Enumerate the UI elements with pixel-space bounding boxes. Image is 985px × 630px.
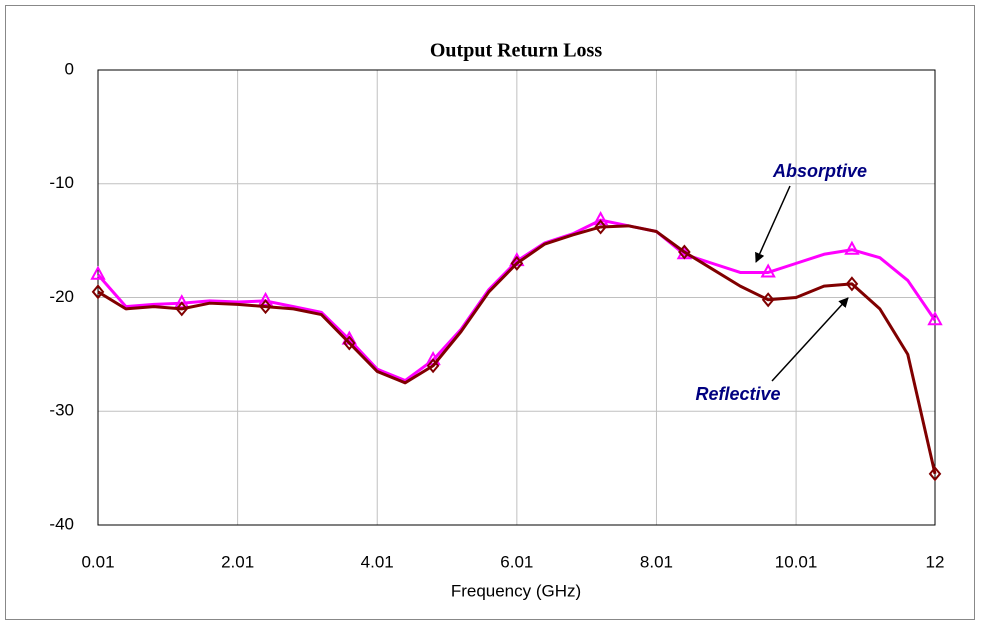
series-line [96, 218, 937, 383]
y-tick-label: -20 [49, 287, 74, 306]
y-tick-label: -40 [49, 514, 74, 533]
series-line [97, 224, 937, 475]
series-marker [678, 244, 691, 260]
series-marker [594, 219, 607, 235]
y-tick-label: -10 [49, 173, 74, 192]
series-marker [928, 466, 942, 482]
series-label: Absorptive [772, 161, 867, 181]
plot-area: -40 -30 -20 -10 0 0.01 2.01 4.01 6.01 8.01 10.01 12 [49, 59, 944, 571]
series-marker [91, 284, 105, 300]
series-marker [844, 240, 860, 255]
series-marker [760, 263, 776, 278]
series-marker [761, 292, 775, 308]
series-marker [927, 311, 943, 326]
x-axis-label: Frequency (GHz) [451, 581, 581, 600]
y-tick-label: -30 [49, 401, 74, 420]
annotation-arrow [771, 297, 849, 382]
x-tick-label: 8.01 [640, 552, 673, 571]
annotation-arrow [755, 185, 791, 263]
chart-title: Output Return Loss [430, 40, 602, 62]
series-marker [845, 276, 859, 292]
x-tick-label: 4.01 [361, 552, 394, 571]
series-marker [592, 211, 609, 226]
x-tick-label: 10.01 [775, 552, 818, 571]
series-marker [174, 294, 190, 309]
series-label: Reflective [695, 384, 780, 404]
series-marker [90, 265, 106, 280]
x-tick-label: 2.01 [221, 552, 254, 571]
x-tick-label: 12 [926, 552, 945, 571]
y-tick-label: 0 [65, 59, 74, 78]
series-marker [343, 335, 356, 351]
series-marker [259, 299, 272, 315]
series-marker [510, 255, 524, 271]
series-marker [175, 301, 189, 317]
x-tick-label: 6.01 [500, 552, 533, 571]
series-marker [257, 291, 274, 306]
x-tick-label: 0.01 [81, 552, 114, 571]
series-marker [426, 358, 440, 374]
chart-frame [5, 5, 975, 620]
